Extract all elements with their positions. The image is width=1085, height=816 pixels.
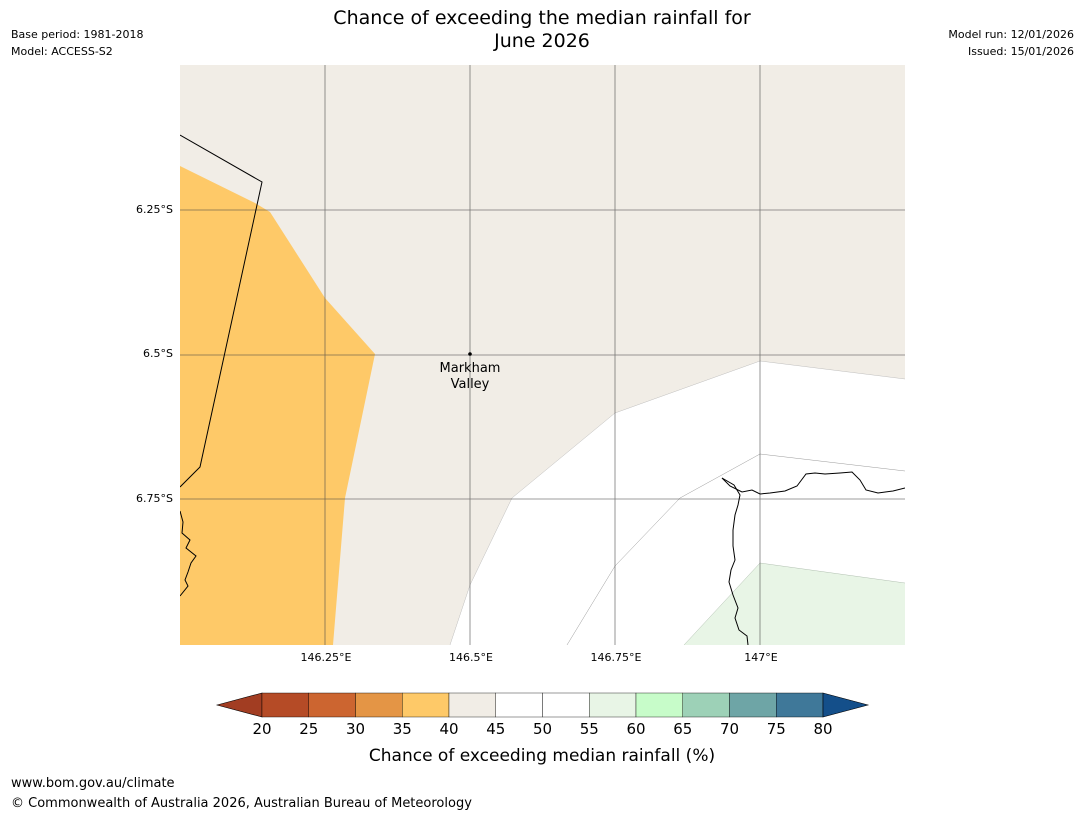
border-line [180, 134, 263, 488]
place-name-line-2: Valley [450, 377, 490, 392]
lon-label-146-5: 146.5°E [449, 651, 493, 664]
chart-title: Chance of exceeding the median rainfall … [242, 7, 842, 53]
colorbar-tick-45: 45 [486, 720, 506, 738]
river-line [721, 471, 905, 495]
title-line-2: June 2026 [494, 30, 590, 52]
base-period: Base period: 1981-2018 [11, 28, 144, 41]
colorbar-tick-30: 30 [345, 720, 366, 738]
model-name: Model: ACCESS-S2 [11, 45, 113, 58]
contour-line [449, 360, 905, 645]
colorbar-tick-25: 25 [299, 720, 319, 738]
colorbar-cell-30-35 [355, 692, 403, 718]
colorbar-tick-70: 70 [719, 720, 740, 738]
region-55-60 [684, 563, 905, 645]
footer-copyright: © Commonwealth of Australia 2026, Austra… [11, 796, 472, 811]
colorbar-tick-75: 75 [766, 720, 786, 738]
colorbar-cell-25-30 [308, 692, 356, 718]
colorbar-tick-50: 50 [532, 720, 553, 738]
colorbar-tick-65: 65 [673, 720, 693, 738]
colorbar-tick-55: 55 [579, 720, 599, 738]
region-35-40 [180, 166, 375, 645]
lat-label-6-75: 6.75°S [136, 492, 173, 505]
colorbar-cell-65-70 [682, 692, 730, 718]
footer-url: www.bom.gov.au/climate [11, 776, 175, 791]
colorbar-cell-50-55 [542, 692, 590, 718]
meta-right: Model run: 12/01/2026 Issued: 15/01/2026 [948, 26, 1074, 60]
issued-date: Issued: 15/01/2026 [967, 45, 1074, 58]
colorbar-tick-60: 60 [626, 720, 646, 738]
colorbar-cell-75-80 [776, 692, 824, 718]
model-run: Model run: 12/01/2026 [948, 28, 1074, 41]
colorbar-cell-45-50 [495, 692, 543, 718]
map [180, 65, 905, 645]
colorbar-cell-20-25 [261, 692, 309, 718]
colorbar [215, 692, 870, 718]
colorbar-tick-20: 20 [252, 720, 272, 738]
colorbar-cell-70-75 [729, 692, 777, 718]
coastline [180, 510, 197, 597]
river-line [721, 477, 749, 645]
location-marker [468, 352, 472, 356]
colorbar-tick-35: 35 [392, 720, 412, 738]
colorbar-cell-35-40 [402, 692, 450, 718]
colorbar-tick-40: 40 [439, 720, 459, 738]
lon-label-146-75: 146.75°E [590, 651, 642, 664]
colorbar-extend-high [822, 692, 870, 718]
colorbar-cell-60-65 [635, 692, 683, 718]
colorbar-tick-80: 80 [813, 720, 833, 738]
colorbar-cell-55-60 [589, 692, 637, 718]
meta-left: Base period: 1981-2018 Model: ACCESS-S2 [11, 26, 143, 60]
title-line-1: Chance of exceeding the median rainfall … [333, 7, 751, 29]
colorbar-extend-low [215, 692, 263, 718]
lat-label-6-25: 6.25°S [136, 203, 173, 216]
contour-line [566, 453, 905, 645]
place-name-line-1: Markham [439, 361, 501, 376]
colorbar-label: Chance of exceeding median rainfall (%) [368, 746, 716, 766]
lat-label-6-5: 6.5°S [143, 347, 173, 360]
colorbar-cell-40-45 [448, 692, 496, 718]
lon-label-147: 147°E [744, 651, 778, 664]
lon-label-146-25: 146.25°E [300, 651, 352, 664]
place-label: Markham Valley [429, 361, 511, 393]
